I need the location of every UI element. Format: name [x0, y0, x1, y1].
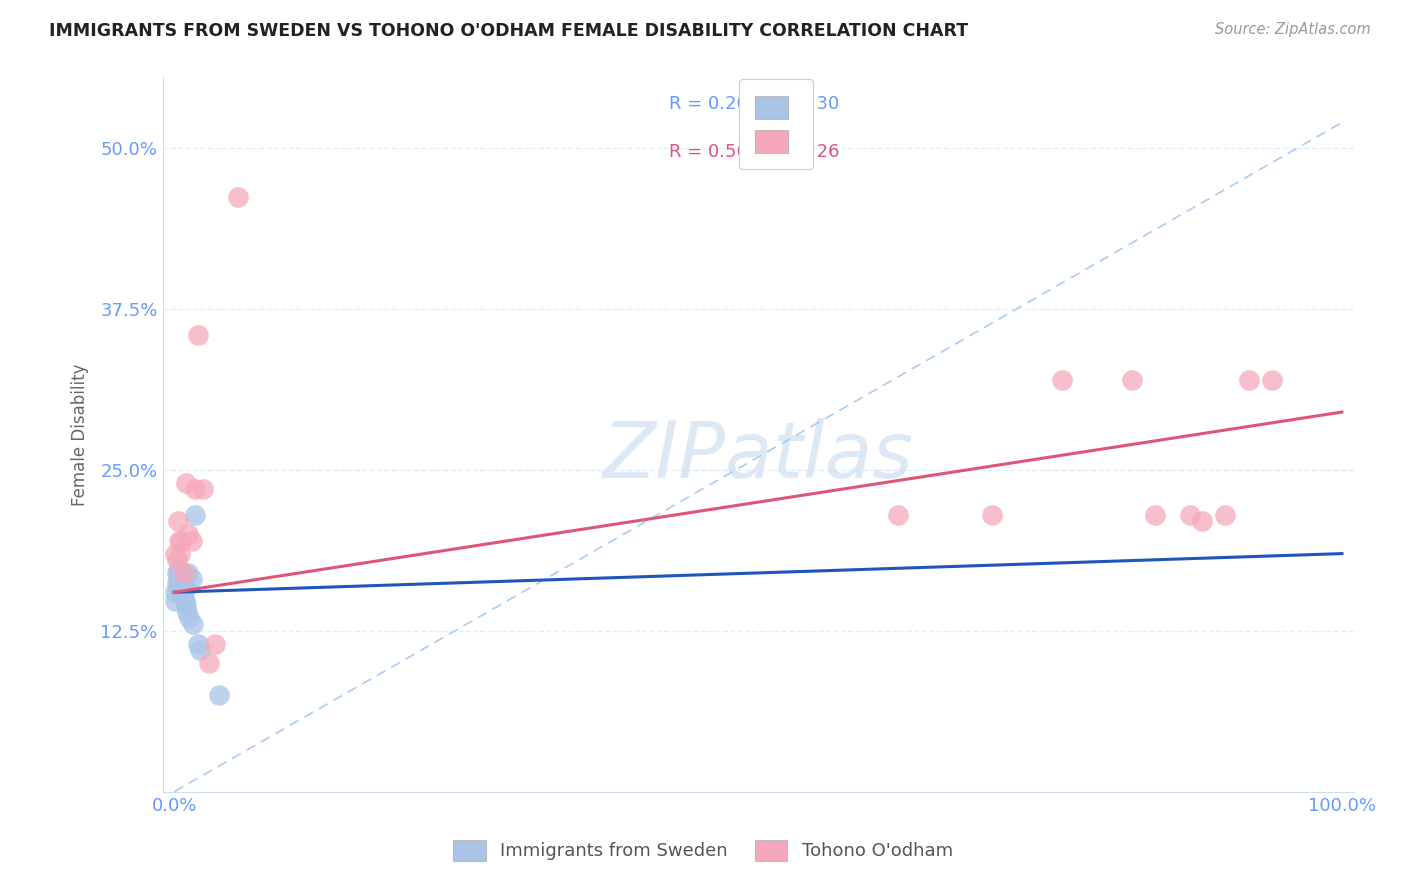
Point [173, 594, 195, 608]
Point [166, 572, 188, 586]
Point [184, 483, 207, 497]
Point [166, 563, 188, 577]
Point [208, 688, 231, 702]
Point [204, 637, 226, 651]
Point [1261, 373, 1284, 387]
Point [177, 566, 200, 580]
Point [167, 579, 190, 593]
Point [187, 637, 209, 651]
Point [173, 591, 195, 606]
Legend: , : , [740, 79, 813, 169]
Point [174, 598, 197, 612]
Point [180, 572, 202, 586]
Point [184, 508, 207, 522]
Point [228, 190, 250, 204]
Point [174, 475, 197, 490]
Point [1191, 515, 1213, 529]
Point [165, 547, 187, 561]
Text: R = 0.209   N = 30: R = 0.209 N = 30 [669, 95, 839, 113]
Point [173, 582, 195, 596]
Point [166, 576, 188, 591]
Point [1178, 508, 1201, 522]
Point [1237, 373, 1260, 387]
Point [181, 617, 204, 632]
Point [887, 508, 910, 522]
Point [198, 656, 221, 670]
Point [169, 547, 191, 561]
Point [1050, 373, 1073, 387]
Text: IMMIGRANTS FROM SWEDEN VS TOHONO O'ODHAM FEMALE DISABILITY CORRELATION CHART: IMMIGRANTS FROM SWEDEN VS TOHONO O'ODHAM… [49, 22, 969, 40]
Point [174, 582, 197, 596]
Point [165, 594, 187, 608]
Text: Source: ZipAtlas.com: Source: ZipAtlas.com [1215, 22, 1371, 37]
Point [167, 568, 190, 582]
Point [172, 576, 194, 591]
Point [193, 483, 215, 497]
Point [170, 582, 193, 596]
Point [166, 582, 188, 596]
Point [173, 566, 195, 580]
Point [188, 643, 211, 657]
Point [166, 566, 188, 580]
Point [170, 568, 193, 582]
Point [1213, 508, 1236, 522]
Point [1144, 508, 1167, 522]
Point [172, 585, 194, 599]
Point [166, 553, 188, 567]
Point [165, 585, 187, 599]
Point [179, 611, 201, 625]
Point [169, 585, 191, 599]
Point [173, 579, 195, 593]
Point [176, 605, 198, 619]
Point [166, 515, 188, 529]
Y-axis label: Female Disability: Female Disability [72, 363, 89, 506]
Point [1121, 373, 1143, 387]
Text: R = 0.565   N = 26: R = 0.565 N = 26 [669, 143, 839, 161]
Point [180, 533, 202, 548]
Point [167, 533, 190, 548]
Point [177, 527, 200, 541]
Legend: Immigrants from Sweden, Tohono O'odham: Immigrants from Sweden, Tohono O'odham [444, 830, 962, 870]
Point [980, 508, 1002, 522]
Point [170, 533, 193, 548]
Point [187, 327, 209, 342]
Text: ZIPatlas: ZIPatlas [603, 418, 914, 494]
Point [169, 576, 191, 591]
